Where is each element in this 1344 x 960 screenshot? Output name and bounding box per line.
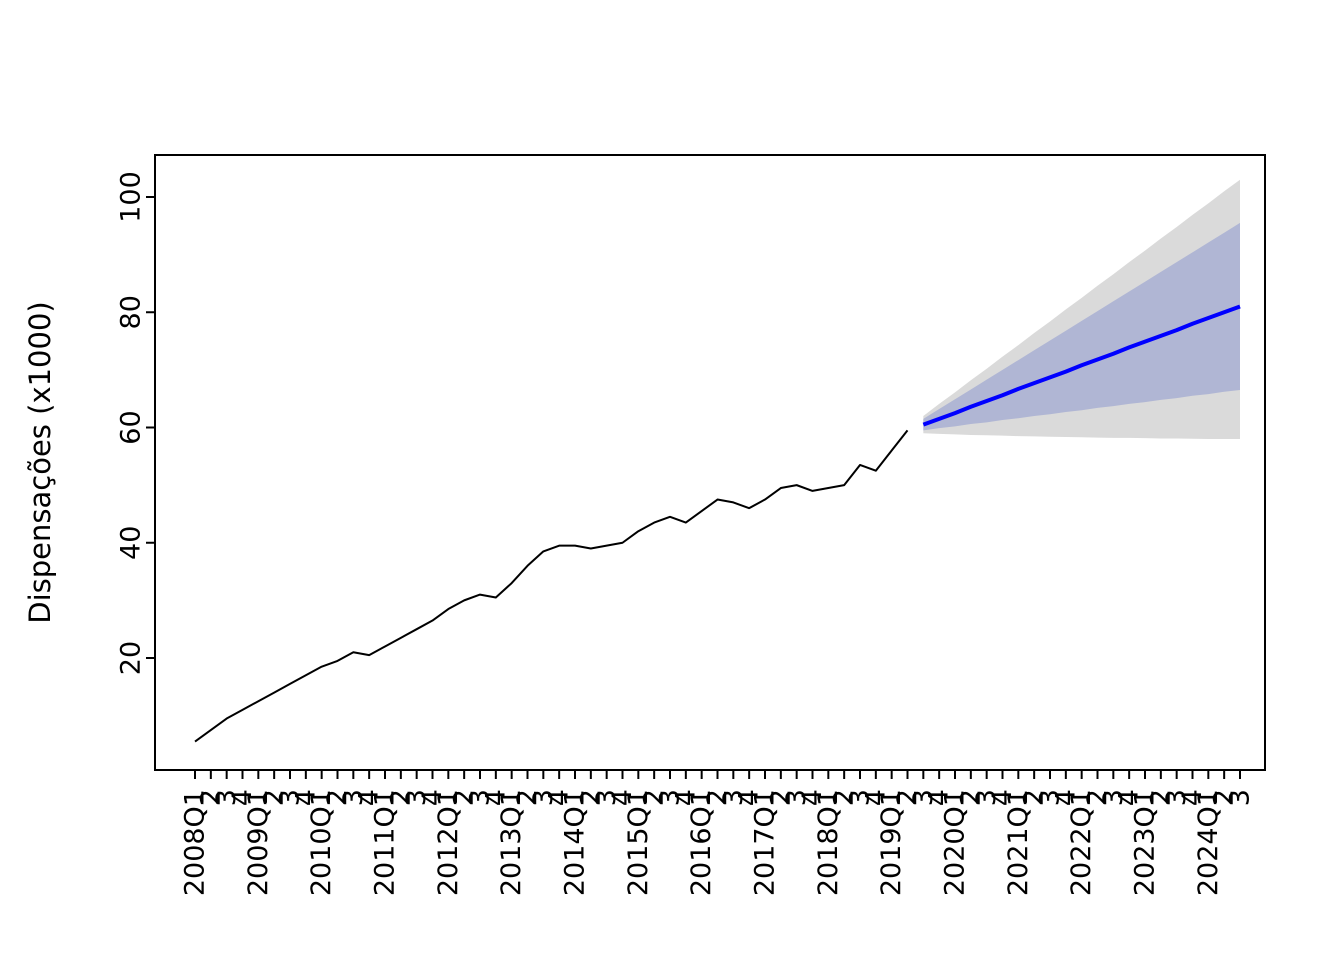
x-axis-tick-label: 3 [971,789,1002,806]
x-axis-tick-label: 4 [1177,789,1208,806]
x-axis-tick-label: 4 [670,789,701,806]
x-axis-tick-label: 2024Q1 [1193,789,1224,896]
x-axis-tick-label: 3 [718,789,749,806]
y-axis-tick-label: 80 [116,295,147,329]
x-axis-tick-label: 3 [1035,789,1066,806]
x-axis-tick-label: 2009Q1 [243,789,274,896]
x-axis-tick-label: 2 [892,789,923,806]
x-axis-tick-label: 2020Q1 [940,789,971,896]
x-axis-tick-label: 3 [465,789,496,806]
x-axis-tick-label: 2011Q1 [370,789,401,896]
x-axis-tick-label: 3 [781,789,812,806]
x-axis-tick-label: 2016Q1 [686,789,717,896]
x-axis-tick-label: 2 [512,789,543,806]
x-axis-tick-label: 2 [1145,789,1176,806]
x-axis-tick-label: 2 [259,789,290,806]
y-axis-tick-label: 60 [116,410,147,444]
x-axis-tick-label: 3 [1161,789,1192,806]
x-axis-tick-label: 4 [924,789,955,806]
x-axis-tick-label: 4 [227,789,258,806]
x-axis-tick-label: 2 [575,789,606,806]
x-axis-tick-label: 3 [845,789,876,806]
x-axis-tick-label: 2 [1082,789,1113,806]
x-axis-tick-label: 4 [417,789,448,806]
x-axis-tick-label: 2 [955,789,986,806]
x-axis-tick-label: 4 [607,789,638,806]
x-axis-tick-label: 2010Q1 [306,789,337,896]
x-axis-tick-label: 2021Q1 [1003,789,1034,896]
x-axis-tick-label: 2008Q1 [180,789,211,896]
x-axis-tick-label: 2 [195,789,226,806]
y-axis-tick-label: 20 [116,641,147,675]
y-axis-label: Dispensações (x1000) [23,301,57,623]
x-axis-tick-label: 2 [1019,789,1050,806]
x-axis-tick-label: 4 [354,789,385,806]
historical-line [194,429,909,743]
x-axis-tick-label: 2 [385,789,416,806]
confidence-band-80 [923,222,1240,431]
x-axis-tick-label: 2 [702,789,733,806]
x-axis-tick-label: 2 [829,789,860,806]
x-axis-tick-label: 2013Q1 [496,789,527,896]
x-axis-tick-label: 2 [322,789,353,806]
x-axis-tick-label: 2023Q1 [1130,789,1161,896]
x-axis-tick-label: 2 [765,789,796,806]
x-axis-tick-label: 4 [860,789,891,806]
x-axis-tick-label: 3 [908,789,939,806]
x-axis-tick-label: 2018Q1 [813,789,844,896]
x-axis-tick-label: 2 [1209,789,1240,806]
x-axis-tick-label: 3 [338,789,369,806]
x-axis-tick-label: 3 [1098,789,1129,806]
x-axis-tick-label: 4 [544,789,575,806]
x-axis-tick-label: 4 [987,789,1018,806]
x-axis-tick-label: 2015Q1 [623,789,654,896]
x-axis-tick-label: 2012Q1 [433,789,464,896]
y-axis-tick-label: 100 [116,171,147,223]
x-axis-tick-label: 4 [290,789,321,806]
x-axis-tick-label: 3 [275,789,306,806]
x-axis-tick-label: 2 [639,789,670,806]
y-axis-tick-label: 40 [116,526,147,560]
x-axis-tick-label: 3 [211,789,242,806]
x-axis-tick-label: 2022Q1 [1066,789,1097,896]
x-axis-tick-label: 4 [480,789,511,806]
x-axis-tick-label: 3 [1225,789,1256,806]
x-axis-tick-label: 2019Q1 [876,789,907,896]
x-axis-tick-label: 4 [1114,789,1145,806]
x-axis-tick-label: 2014Q1 [560,789,591,896]
x-axis-tick-label: 2 [449,789,480,806]
x-axis-tick-label: 3 [401,789,432,806]
x-axis-tick-label: 3 [528,789,559,806]
forecast-mean-line [922,304,1241,427]
x-axis-tick-label: 4 [734,789,765,806]
x-axis-tick-label: 3 [655,789,686,806]
x-axis-tick-label: 4 [797,789,828,806]
x-axis-tick-label: 2017Q1 [750,789,781,896]
plot-border [154,154,1266,771]
x-axis-tick-label: 4 [1050,789,1081,806]
x-axis-tick-label: 3 [591,789,622,806]
